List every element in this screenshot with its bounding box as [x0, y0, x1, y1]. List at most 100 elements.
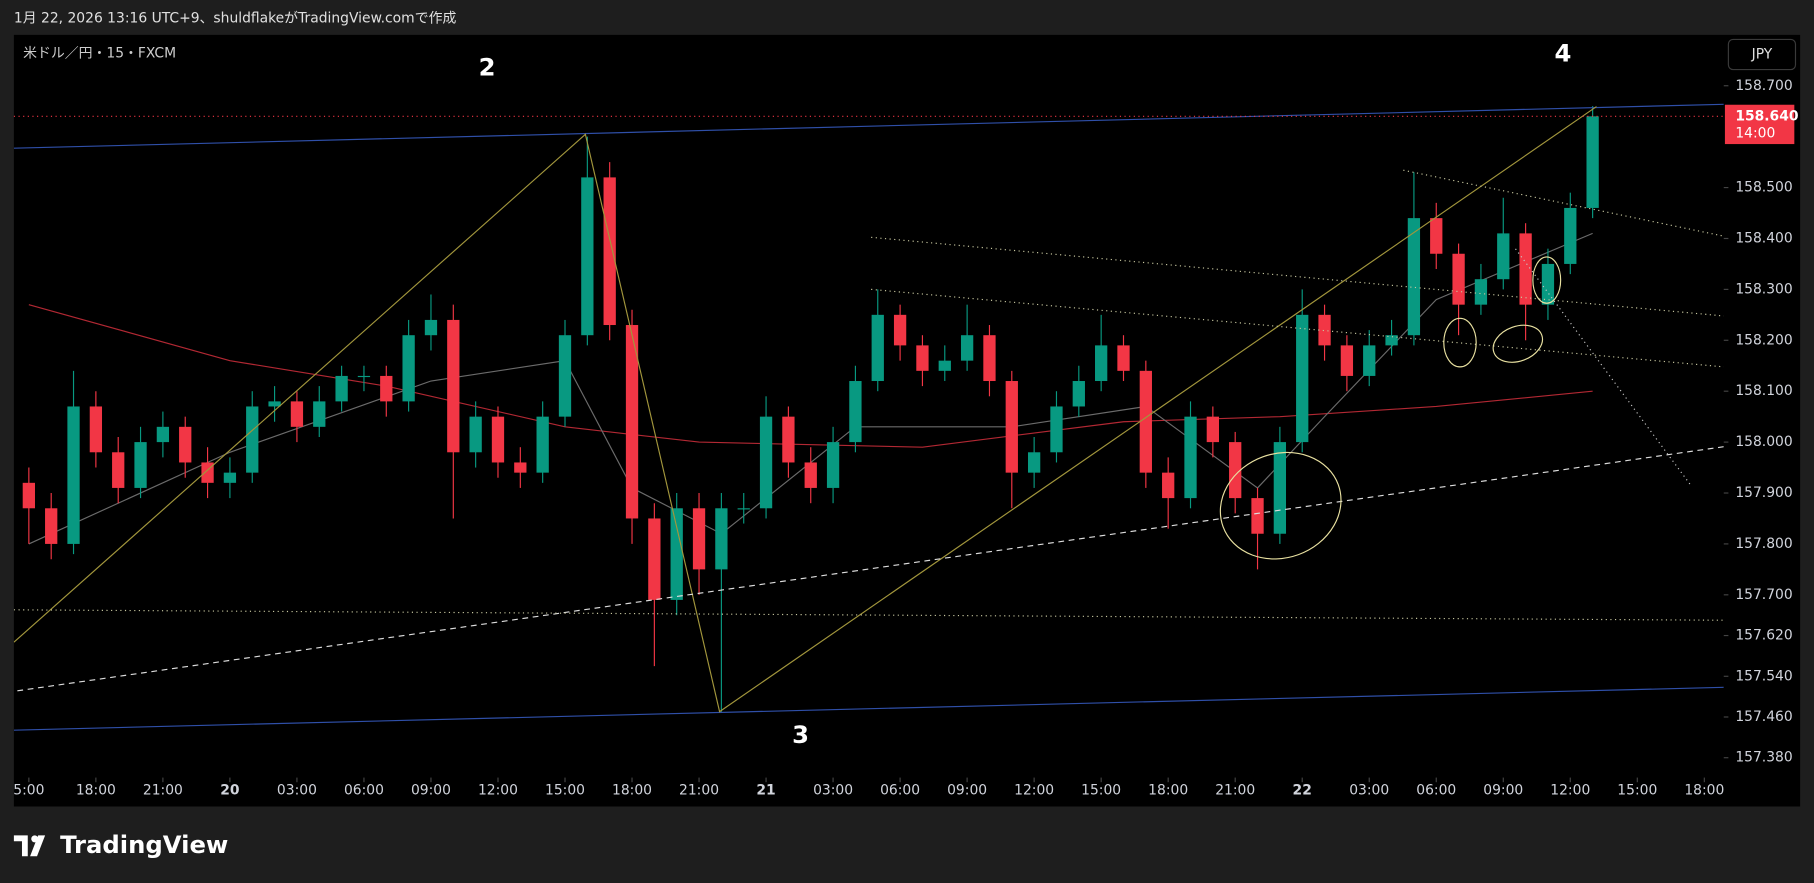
wave-label: 4 — [1555, 39, 1572, 68]
channel-line — [13, 686, 1724, 731]
x-tick-label: 15:00 — [1617, 782, 1657, 798]
x-tick-label: 12:00 — [1550, 782, 1590, 798]
y-tick-label: 157.460 — [1735, 709, 1792, 725]
x-tick-label: 03:00 — [1349, 782, 1389, 798]
currency-button[interactable] — [1727, 38, 1797, 71]
candle-body — [447, 319, 460, 453]
candle-body — [1072, 381, 1085, 407]
candle-body — [581, 177, 594, 336]
x-tick-label: 03:00 — [277, 782, 317, 798]
candle-body — [1430, 218, 1443, 254]
candle-body — [692, 508, 706, 570]
plot — [22, 106, 1599, 712]
candle-body — [357, 375, 371, 378]
y-tick-label: 157.380 — [1735, 750, 1792, 766]
candle-body — [558, 335, 572, 417]
currency-label[interactable]: JPY — [1751, 47, 1773, 63]
drawings — [13, 103, 1724, 731]
candle-body — [313, 401, 326, 427]
candle-body — [938, 360, 951, 371]
candle-body — [737, 508, 750, 510]
candle-body — [960, 335, 974, 361]
highlight-ellipse — [1532, 256, 1562, 304]
x-tick-label: 06:00 — [880, 782, 920, 798]
candle-body — [1229, 442, 1242, 499]
x-tick-label: 21 — [756, 782, 775, 798]
candle-body — [670, 508, 683, 600]
candle-body — [1564, 207, 1577, 264]
last-price-label: 158.640 — [1735, 108, 1798, 124]
x-tick-label: 18:00 — [612, 782, 652, 798]
x-tick-label: 5:00 — [13, 782, 44, 798]
wave-line — [13, 106, 1597, 713]
candle-body — [67, 406, 80, 544]
candle-body — [536, 416, 549, 473]
candle-body — [491, 416, 505, 463]
candle-body — [603, 177, 616, 326]
y-tick-label: 158.400 — [1735, 230, 1792, 246]
channel-line — [13, 103, 1724, 149]
candle-body — [1385, 335, 1398, 346]
dotted-line — [871, 236, 1724, 317]
y-tick-label: 158.100 — [1735, 383, 1792, 399]
moving-average — [28, 304, 1593, 448]
candle-body — [1095, 345, 1108, 382]
candle-body — [826, 442, 840, 488]
candle-body — [1050, 406, 1063, 453]
candle-body — [1474, 279, 1488, 305]
candle-body — [1519, 233, 1532, 305]
candle-body — [1251, 498, 1264, 534]
candle-body — [268, 401, 281, 407]
y-tick-label: 157.540 — [1735, 668, 1792, 684]
candle-body — [156, 426, 170, 443]
y-tick-label: 157.620 — [1735, 628, 1792, 644]
x-tick-label: 15:00 — [545, 782, 585, 798]
x-tick-label: 21:00 — [143, 782, 183, 798]
candle-body — [22, 482, 35, 509]
logo: TradingView — [13, 830, 228, 859]
candle-body — [179, 426, 192, 463]
candle-body — [112, 452, 125, 488]
candle-body — [804, 462, 817, 488]
x-tick-label: 18:00 — [1684, 782, 1724, 798]
countdown: 14:00 — [1735, 126, 1775, 142]
candle-body — [1318, 314, 1331, 346]
candle-body — [849, 381, 862, 443]
chart-area — [13, 34, 1801, 807]
candle-body — [1027, 452, 1041, 473]
header: 1月 22, 2026 13:16 UTC+9、shuldflakeがTradi… — [14, 11, 457, 27]
y-tick-label: 158.300 — [1735, 281, 1792, 297]
last-price-tag — [1724, 104, 1795, 145]
candle-body — [45, 508, 58, 544]
x-tick-label: 18:00 — [76, 782, 116, 798]
candle-body — [715, 508, 728, 570]
x-tick-label: 22 — [1293, 782, 1312, 798]
candle-body — [893, 314, 907, 346]
candle-body — [134, 442, 147, 488]
candle-body — [424, 319, 438, 336]
x-tick-label: 06:00 — [1416, 782, 1456, 798]
x-tick-label: 06:00 — [344, 782, 384, 798]
candle-body — [1541, 263, 1555, 305]
candle-body — [625, 325, 639, 519]
y-tick-label: 158.700 — [1735, 78, 1792, 94]
candle-body — [380, 375, 393, 402]
candle-body — [1273, 442, 1287, 534]
candle-body — [983, 335, 996, 382]
dotted-line — [1515, 248, 1692, 487]
y-tick-label: 157.700 — [1735, 587, 1792, 603]
x-tick-label: 21:00 — [1215, 782, 1255, 798]
x-tick-label: 12:00 — [1014, 782, 1054, 798]
y-tick-label: 158.000 — [1735, 434, 1792, 450]
candle-body — [335, 375, 348, 402]
candle-body — [1296, 314, 1309, 443]
candle-body — [871, 314, 884, 382]
candle-body — [1363, 345, 1376, 376]
x-tick-label: 09:00 — [411, 782, 451, 798]
x-tick-label: 18:00 — [1148, 782, 1188, 798]
candle-body — [1586, 116, 1599, 208]
candle-body — [1407, 218, 1421, 336]
candle-body — [514, 462, 527, 473]
